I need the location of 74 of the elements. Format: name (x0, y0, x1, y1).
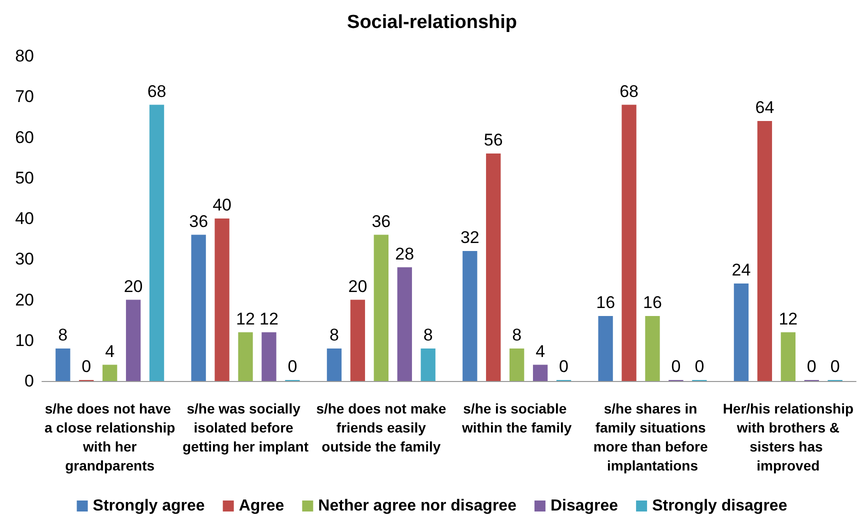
data-label: 36 (372, 212, 391, 231)
data-label: 8 (330, 326, 339, 344)
data-label: 12 (260, 309, 278, 328)
bar (214, 218, 230, 381)
data-label: 56 (484, 130, 503, 150)
data-label: 20 (124, 276, 143, 296)
data-label: 8 (423, 326, 433, 344)
data-label: 0 (694, 357, 704, 376)
bar (734, 284, 749, 381)
data-label: 8 (512, 326, 522, 344)
y-tick-label: 80 (15, 46, 34, 66)
data-label: 24 (732, 260, 751, 280)
x-tick-label: s/he shares in family situations more than before implantations (593, 400, 712, 474)
y-tick-label: 40 (15, 209, 34, 228)
bar (510, 348, 524, 381)
bar (532, 364, 548, 381)
bar (397, 267, 412, 381)
legend-label: Nether agree nor disagree (318, 498, 517, 514)
data-label: 0 (288, 357, 298, 376)
data-label: 8 (58, 326, 68, 344)
legend-label: Agree (238, 498, 284, 514)
bar (149, 104, 164, 381)
data-label: 0 (671, 357, 681, 376)
data-label: 64 (755, 98, 774, 117)
data-label: 68 (620, 82, 638, 101)
legend-label: Strongly agree (92, 498, 205, 514)
legend-label: Strongly disagree (652, 498, 788, 514)
y-tick-label: 70 (15, 87, 34, 106)
bar (645, 316, 660, 381)
bar (462, 251, 478, 381)
bar (326, 348, 342, 381)
data-label: 0 (830, 357, 840, 376)
data-label: 36 (189, 212, 208, 231)
bar (191, 234, 206, 381)
y-tick-label: 20 (15, 290, 34, 310)
y-tick-label: 30 (15, 250, 34, 269)
data-label: 68 (147, 82, 166, 101)
data-label: 32 (460, 228, 480, 247)
data-label: 28 (395, 244, 414, 264)
bar (102, 364, 118, 381)
data-label: 4 (536, 342, 546, 361)
y-tick-label: 0 (24, 372, 34, 390)
bar (238, 332, 253, 381)
y-tick-label: 60 (15, 128, 34, 147)
bar (350, 300, 366, 381)
y-tick-label: 50 (15, 168, 34, 188)
bar (757, 121, 772, 381)
bar (126, 300, 141, 381)
bar (374, 234, 388, 381)
data-label: 0 (806, 357, 816, 376)
y-tick-label: 10 (15, 330, 34, 350)
data-label: 4 (105, 342, 115, 361)
data-label: 16 (643, 293, 662, 312)
x-tick-label: s/he does not make friends easily outside the family (316, 400, 446, 454)
bar (262, 332, 276, 381)
bar (780, 332, 796, 381)
bar (598, 316, 613, 381)
legend-label: Disagree (550, 498, 618, 514)
bar (486, 154, 501, 381)
x-tick-label: s/he is sociable within the family (460, 400, 572, 436)
data-label: 12 (778, 309, 798, 328)
chart-title: Social-relationship (347, 12, 517, 33)
x-tick-label: Her/his relationship with brothers & sisters has improved (722, 400, 854, 474)
data-label: 20 (348, 276, 368, 296)
x-tick-label: s/he was socially isolated before getting her implant (182, 400, 309, 454)
data-label: 0 (559, 357, 568, 376)
bar (622, 104, 636, 381)
bar (420, 348, 436, 381)
data-label: 12 (236, 309, 255, 328)
bar (56, 348, 70, 381)
x-tick-label: s/he does not have a close relationship with her grandparents (44, 400, 176, 474)
data-label: 0 (82, 357, 92, 376)
data-label: 16 (596, 293, 616, 312)
data-label: 40 (212, 196, 232, 214)
